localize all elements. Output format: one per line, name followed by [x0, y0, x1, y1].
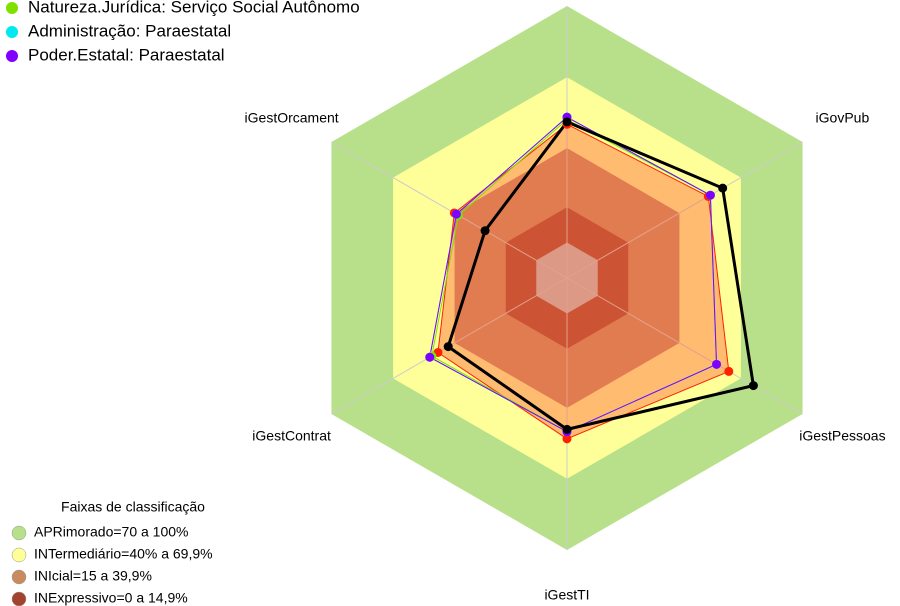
axis-label: iGovPub [816, 110, 870, 126]
series-point [724, 366, 734, 376]
axis-label: iGestContrat [252, 428, 331, 444]
spoke [566, 277, 803, 415]
band-legend-label: INTermediário=40% a 69,9% [34, 546, 213, 562]
series-point [562, 117, 572, 127]
series-point [480, 226, 490, 236]
axis-label: iGestOrcament [245, 110, 339, 126]
series-point [562, 434, 572, 444]
legend-marker [6, 50, 18, 62]
series-point [748, 381, 758, 391]
axis-label: iGestPessoas [799, 428, 885, 444]
series-point [451, 209, 461, 219]
band-legend-marker [11, 525, 27, 541]
legend-label: Natureza.Jurídica: Serviço Social Autôno… [28, 0, 360, 16]
band-legend-label: APRimorado=70 a 100% [34, 524, 189, 540]
spoke [331, 141, 568, 279]
axis-labels: iGovPub iGestPessoas iGestTI iGestContrat iG… [245, 110, 886, 603]
band-legend-marker [11, 569, 27, 585]
band-legend-label: INExpressivo=0 a 14,9% [34, 590, 188, 606]
legend-label: Poder.Estatal: Paraestatal [28, 45, 225, 64]
series-point [718, 183, 728, 193]
series-point [705, 190, 715, 200]
series-point [562, 424, 572, 434]
series-point [712, 359, 722, 369]
band-legend-marker [11, 591, 27, 606]
band-legend-label: INIcial=15 a 39,9% [34, 568, 152, 584]
series-point [425, 352, 435, 362]
band-legend-title: Faixas de classificação [61, 499, 205, 515]
spoke [566, 141, 803, 279]
legend-label: Administração: Paraestatal [28, 21, 231, 40]
legend: Natureza.Jurídica: Serviço Social Autôno… [6, 0, 360, 606]
legend-marker [6, 2, 18, 14]
band-legend-marker [11, 547, 27, 563]
legend-marker [6, 26, 18, 38]
axis-label: iGestTI [544, 587, 589, 603]
series-point [443, 342, 453, 352]
series-layer [425, 112, 758, 444]
